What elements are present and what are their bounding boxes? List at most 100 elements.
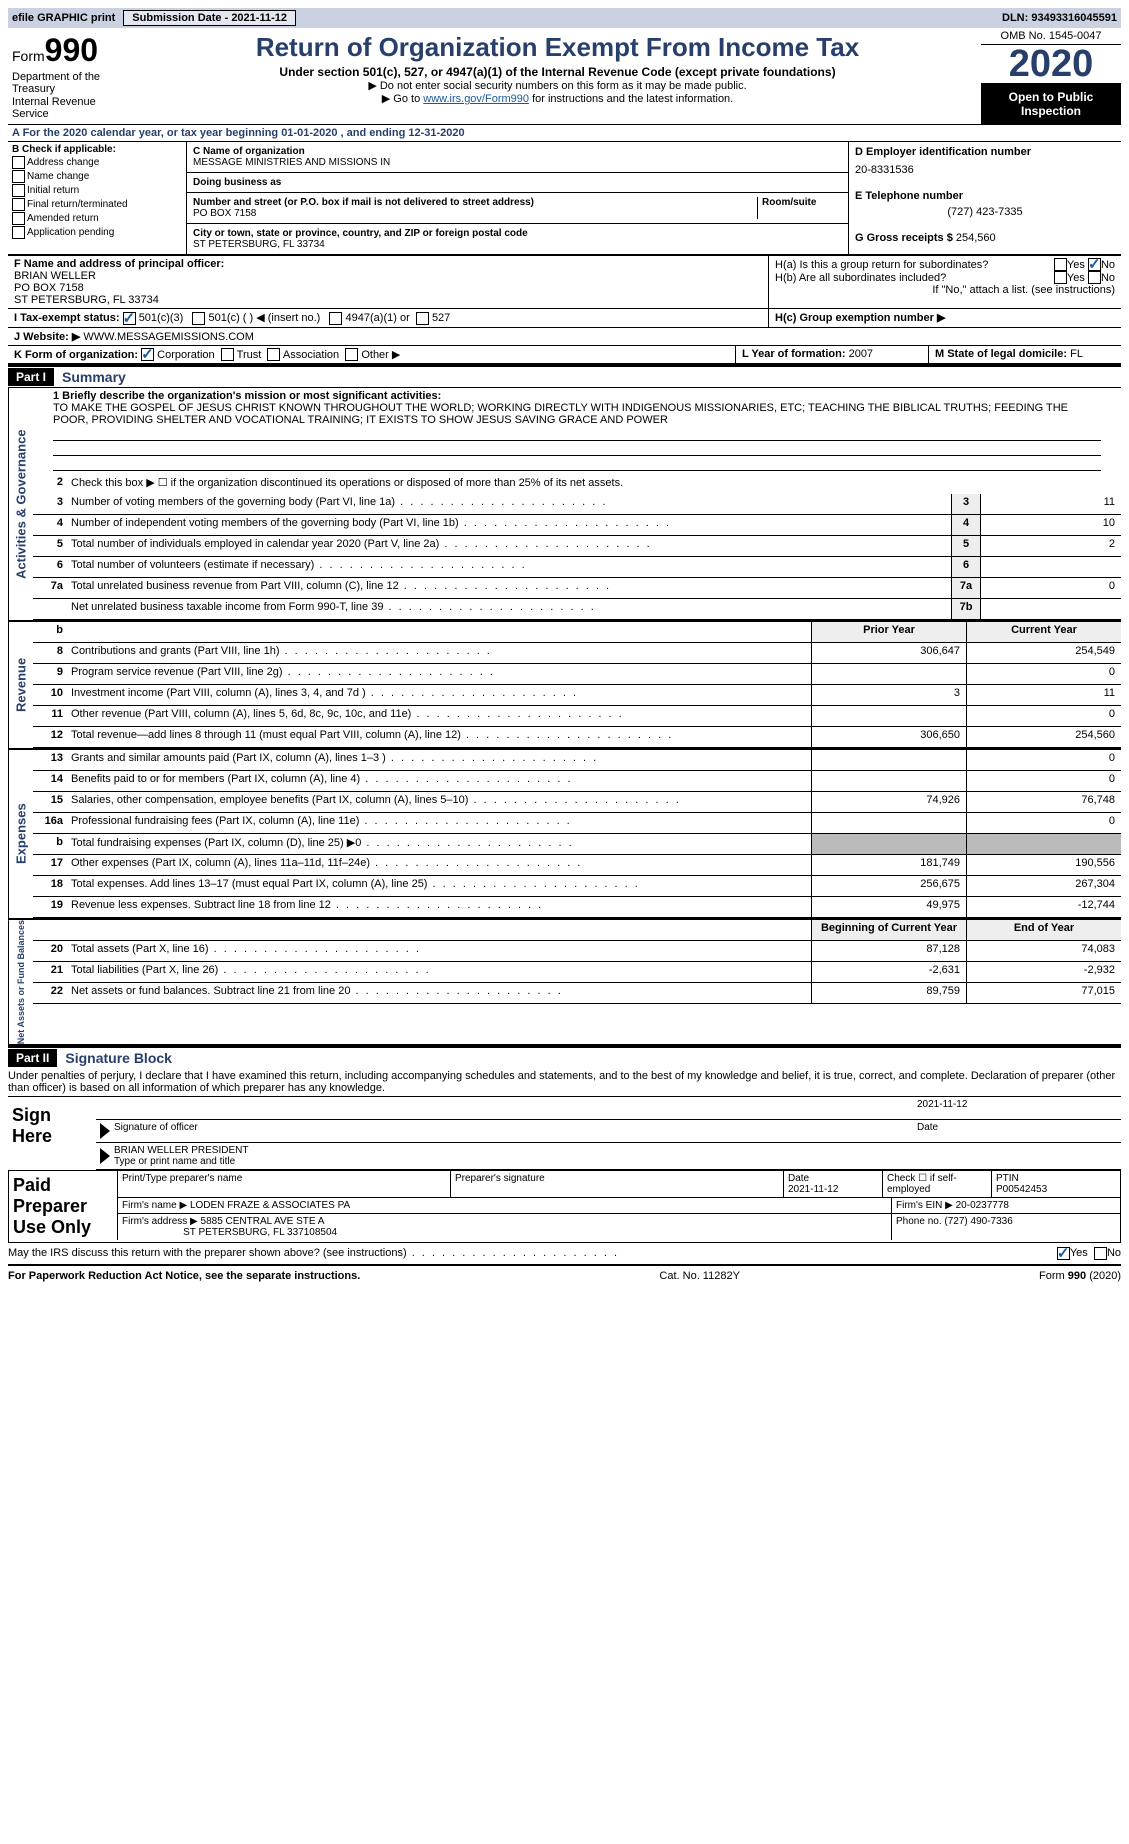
hb-yes[interactable]: [1054, 271, 1067, 284]
cb-final-return[interactable]: Final return/terminated: [12, 198, 182, 211]
governance-block: Activities & Governance 1 Briefly descri…: [8, 387, 1121, 620]
d-label: D Employer identification number: [855, 146, 1115, 158]
table-row: 8Contributions and grants (Part VIII, li…: [33, 643, 1121, 664]
hc: H(c) Group exemption number ▶: [768, 309, 1121, 327]
table-row: 10Investment income (Part VIII, column (…: [33, 685, 1121, 706]
table-row: 9Program service revenue (Part VIII, lin…: [33, 664, 1121, 685]
ha-no[interactable]: [1088, 258, 1101, 271]
section-i: I Tax-exempt status: 501(c)(3) 501(c) ( …: [8, 309, 768, 327]
section-k: K Form of organization: Corporation Trus…: [8, 346, 735, 364]
cb-501c[interactable]: [192, 312, 205, 325]
arrow-icon: [100, 1123, 110, 1139]
cb-4947[interactable]: [329, 312, 342, 325]
cb-application-pending[interactable]: Application pending: [12, 226, 182, 239]
vtab-revenue: Revenue: [8, 622, 33, 748]
arrow-icon: [100, 1148, 110, 1164]
paid-preparer-block: Paid Preparer Use Only Print/Type prepar…: [8, 1170, 1121, 1243]
officer-name: BRIAN WELLER: [14, 270, 762, 282]
table-row: 19Revenue less expenses. Subtract line 1…: [33, 897, 1121, 918]
cb-other[interactable]: [345, 348, 358, 361]
tax-year-line: A For the 2020 calendar year, or tax yea…: [8, 125, 1121, 142]
paid-preparer-label: Paid Preparer Use Only: [9, 1171, 117, 1242]
header-right: OMB No. 1545-0047 2020 Open to Public In…: [981, 28, 1121, 124]
cb-501c3[interactable]: [123, 312, 136, 325]
table-row: 5Total number of individuals employed in…: [33, 536, 1121, 557]
ein: 20-8331536: [855, 164, 1115, 176]
cb-name-change[interactable]: Name change: [12, 170, 182, 183]
addr-cell: Number and street (or P.O. box if mail i…: [187, 193, 848, 224]
officer-city: ST PETERSBURG, FL 33734: [14, 294, 762, 306]
table-row: 14Benefits paid to or for members (Part …: [33, 771, 1121, 792]
efile-label: efile GRAPHIC print: [12, 12, 115, 24]
form-subtitle: Under section 501(c), 527, or 4947(a)(1)…: [138, 65, 977, 79]
street-address: PO BOX 7158: [193, 208, 757, 219]
gross-receipts: G Gross receipts $ 254,560: [855, 232, 1115, 244]
website-row: J Website: ▶ WWW.MESSAGEMISSIONS.COM: [8, 328, 1121, 346]
city-state-zip: ST PETERSBURG, FL 33734: [193, 239, 842, 250]
table-row: Net unrelated business taxable income fr…: [33, 599, 1121, 620]
table-row: 15Salaries, other compensation, employee…: [33, 792, 1121, 813]
e-label: E Telephone number: [855, 190, 1115, 202]
org-name: MESSAGE MINISTRIES AND MISSIONS IN: [193, 157, 842, 168]
table-row: 7aTotal unrelated business revenue from …: [33, 578, 1121, 599]
submission-date-button[interactable]: Submission Date - 2021-11-12: [123, 10, 296, 26]
form-title: Return of Organization Exempt From Incom…: [138, 32, 977, 63]
ha-yes[interactable]: [1054, 258, 1067, 271]
year-header-row: b Prior Year Current Year: [33, 622, 1121, 643]
vtab-netassets: Net Assets or Fund Balances: [8, 920, 33, 1044]
table-row: 17Other expenses (Part IX, column (A), l…: [33, 855, 1121, 876]
note-ssn: ▶ Do not enter social security numbers o…: [138, 79, 977, 92]
irs-label: Internal Revenue Service: [12, 96, 130, 120]
page-footer: For Paperwork Reduction Act Notice, see …: [8, 1266, 1121, 1286]
officer-h-row: F Name and address of principal officer:…: [8, 256, 1121, 309]
phone: (727) 423-7335: [855, 206, 1115, 218]
cb-trust[interactable]: [221, 348, 234, 361]
top-bar: efile GRAPHIC print Submission Date - 20…: [8, 8, 1121, 28]
cb-assoc[interactable]: [267, 348, 280, 361]
form-label-block: Form990 Department of the Treasury Inter…: [8, 28, 134, 124]
sign-here-label: Sign Here: [8, 1097, 96, 1170]
section-l: L Year of formation: 2007: [735, 346, 928, 364]
cb-527[interactable]: [416, 312, 429, 325]
vtab-governance: Activities & Governance: [8, 388, 33, 620]
dln-label: DLN: 93493316045591: [1002, 12, 1117, 24]
na-header-row: Beginning of Current Year End of Year: [33, 920, 1121, 941]
revenue-block: Revenue b Prior Year Current Year 8Contr…: [8, 620, 1121, 748]
table-row: 3Number of voting members of the governi…: [33, 494, 1121, 515]
cb-address-change[interactable]: Address change: [12, 156, 182, 169]
section-h: H(a) Is this a group return for subordin…: [768, 256, 1121, 308]
ha-label: H(a) Is this a group return for subordin…: [775, 259, 1054, 271]
mission-block: 1 Briefly describe the organization's mi…: [33, 388, 1121, 474]
table-row: 13Grants and similar amounts paid (Part …: [33, 750, 1121, 771]
hb-label: H(b) Are all subordinates included?: [775, 272, 1054, 284]
discuss-yes[interactable]: [1057, 1247, 1070, 1260]
discuss-no[interactable]: [1094, 1247, 1107, 1260]
header-center: Return of Organization Exempt From Incom…: [134, 28, 981, 124]
name-title-line: BRIAN WELLER PRESIDENT Type or print nam…: [96, 1143, 1121, 1170]
cb-amended-return[interactable]: Amended return: [12, 212, 182, 225]
table-row: 6Total number of volunteers (estimate if…: [33, 557, 1121, 578]
sig-officer-line: Signature of officer Date: [96, 1120, 1121, 1143]
table-row: 22Net assets or fund balances. Subtract …: [33, 983, 1121, 1004]
section-j: J Website: ▶ WWW.MESSAGEMISSIONS.COM: [8, 328, 1121, 345]
table-row: 20Total assets (Part X, line 16)87,12874…: [33, 941, 1121, 962]
section-deg: D Employer identification number 20-8331…: [849, 142, 1121, 254]
section-f: F Name and address of principal officer:…: [8, 256, 768, 308]
cb-corp[interactable]: [141, 348, 154, 361]
section-m: M State of legal domicile: FL: [928, 346, 1121, 364]
cb-initial-return[interactable]: Initial return: [12, 184, 182, 197]
table-row: 11Other revenue (Part VIII, column (A), …: [33, 706, 1121, 727]
org-name-cell: C Name of organization MESSAGE MINISTRIE…: [187, 142, 848, 173]
hb-no[interactable]: [1088, 271, 1101, 284]
table-row: 12Total revenue—add lines 8 through 11 (…: [33, 727, 1121, 748]
table-row: 4Number of independent voting members of…: [33, 515, 1121, 536]
discuss-row: May the IRS discuss this return with the…: [8, 1243, 1121, 1266]
netassets-block: Net Assets or Fund Balances Beginning of…: [8, 918, 1121, 1046]
declaration: Under penalties of perjury, I declare th…: [8, 1068, 1121, 1097]
b-header: B Check if applicable:: [12, 144, 182, 155]
section-b: B Check if applicable: Address change Na…: [8, 142, 187, 254]
dba-cell: Doing business as: [187, 173, 848, 193]
part2-header: Part II Signature Block: [8, 1046, 1121, 1068]
irs-link[interactable]: www.irs.gov/Form990: [423, 93, 529, 105]
hb-note: If "No," attach a list. (see instruction…: [775, 284, 1115, 296]
